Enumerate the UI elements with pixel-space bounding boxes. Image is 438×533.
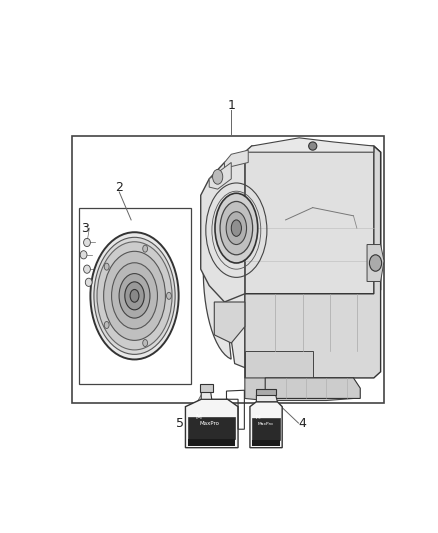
Ellipse shape bbox=[97, 242, 172, 350]
Polygon shape bbox=[201, 392, 212, 399]
Polygon shape bbox=[201, 152, 245, 302]
Ellipse shape bbox=[84, 238, 90, 247]
Ellipse shape bbox=[220, 201, 253, 255]
Text: 2: 2 bbox=[115, 181, 123, 193]
Ellipse shape bbox=[166, 292, 171, 300]
Ellipse shape bbox=[104, 321, 109, 328]
Polygon shape bbox=[245, 146, 381, 378]
Bar bbox=[78, 207, 191, 384]
Ellipse shape bbox=[94, 237, 175, 354]
Bar bbox=[256, 389, 276, 395]
Ellipse shape bbox=[90, 232, 179, 359]
Polygon shape bbox=[203, 181, 258, 368]
Ellipse shape bbox=[104, 252, 166, 341]
Text: MaxPro: MaxPro bbox=[258, 422, 274, 426]
Bar bbox=[200, 384, 213, 392]
Bar bbox=[188, 417, 235, 440]
Ellipse shape bbox=[143, 340, 148, 346]
Ellipse shape bbox=[80, 251, 87, 259]
Ellipse shape bbox=[104, 263, 109, 270]
Bar bbox=[251, 440, 280, 446]
Polygon shape bbox=[209, 163, 231, 189]
Polygon shape bbox=[250, 402, 282, 448]
Polygon shape bbox=[224, 150, 248, 171]
Ellipse shape bbox=[231, 220, 241, 236]
Ellipse shape bbox=[119, 273, 150, 318]
Polygon shape bbox=[367, 245, 384, 281]
Ellipse shape bbox=[84, 265, 90, 273]
Ellipse shape bbox=[112, 263, 158, 329]
Polygon shape bbox=[245, 146, 381, 294]
Bar bbox=[188, 439, 235, 446]
Polygon shape bbox=[214, 302, 245, 343]
Ellipse shape bbox=[130, 289, 139, 302]
Bar bbox=[72, 136, 384, 402]
Polygon shape bbox=[245, 351, 313, 378]
Ellipse shape bbox=[309, 142, 317, 150]
Polygon shape bbox=[245, 138, 374, 152]
Text: 4: 4 bbox=[299, 417, 307, 430]
Ellipse shape bbox=[143, 245, 148, 252]
Ellipse shape bbox=[212, 169, 223, 184]
Polygon shape bbox=[245, 378, 353, 400]
Ellipse shape bbox=[215, 193, 258, 263]
Bar bbox=[251, 418, 280, 440]
Text: 3: 3 bbox=[81, 222, 89, 235]
Text: 5: 5 bbox=[177, 417, 184, 430]
Ellipse shape bbox=[125, 282, 144, 310]
Polygon shape bbox=[265, 378, 360, 399]
Ellipse shape bbox=[226, 212, 247, 245]
Ellipse shape bbox=[85, 278, 92, 286]
Text: M: M bbox=[195, 414, 201, 419]
Polygon shape bbox=[256, 395, 277, 402]
Ellipse shape bbox=[369, 255, 381, 271]
Text: MaxPro: MaxPro bbox=[199, 422, 219, 426]
Polygon shape bbox=[185, 399, 238, 448]
Text: M: M bbox=[255, 415, 260, 420]
Text: 1: 1 bbox=[227, 99, 235, 111]
